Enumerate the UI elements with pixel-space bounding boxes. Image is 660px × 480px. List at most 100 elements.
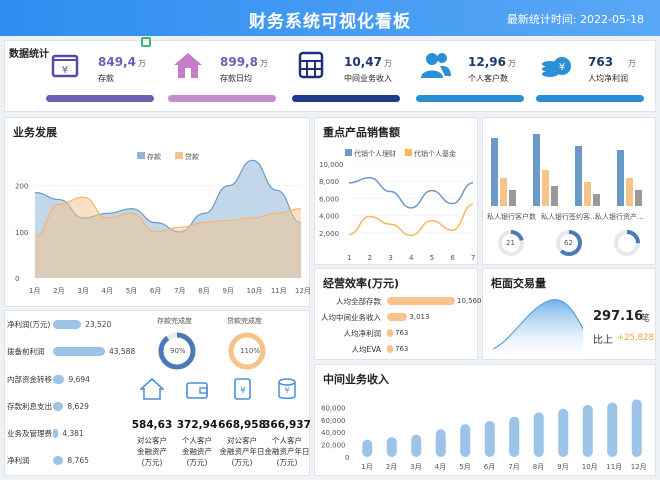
donut-arc (498, 230, 524, 256)
figure-label: 金融资产年日 (264, 447, 310, 456)
figure-label: 金融资产 (182, 447, 212, 456)
coins-outline-icon-svg: ¥ (278, 378, 296, 399)
income-bar (460, 424, 471, 457)
expand-icon[interactable] (141, 37, 151, 47)
stat-bar (168, 95, 276, 102)
figure-label: 个人客户 (182, 436, 212, 445)
efficiency-title: 经营效率(万元) (323, 277, 400, 290)
legend-swatch (175, 152, 183, 159)
y-tick: 0 (345, 454, 349, 462)
income-bar (411, 434, 422, 457)
figure-label: 金融资产年日 (219, 447, 265, 456)
donut-value: 62 (564, 239, 573, 247)
y-tick: 6,000 (319, 195, 339, 203)
figure-label: 个人客户 (272, 436, 302, 445)
y-tick: 40,000 (321, 429, 346, 437)
x-tick: 1月 (361, 463, 372, 471)
counter-panel: 柜面交易量 297.16 笔 比上 +25,828 (482, 268, 656, 360)
coins-icon: ¥ (540, 50, 574, 82)
products-chart: 代销个人理财 代销个人基金 2,000 4,000 6,000 8,000 10,000 1 2… (319, 149, 475, 262)
wallet-outline-icon-svg (186, 382, 208, 399)
private-bank-chart: 私人银行客户数 私人银行签约客...私人银行资产... 21 62 (487, 134, 644, 256)
bar (584, 182, 591, 206)
stat-bar (46, 95, 154, 102)
legend-label: 代销个人理财 (354, 149, 396, 158)
stat-bar (292, 95, 400, 102)
completion-donuts: 存款完成度 90% 贷款完成度 110% (157, 316, 266, 370)
x-tick: 4月 (435, 463, 446, 471)
y-tick: 20,000 (321, 442, 346, 450)
x-tick: 7月 (174, 287, 185, 295)
calculator-icon-svg (298, 51, 324, 79)
stat-label: 个人客户数 (468, 74, 508, 83)
income-bar (435, 429, 446, 457)
y-tick: 4,000 (319, 213, 339, 221)
hbar (53, 375, 65, 384)
svg-text:¥: ¥ (240, 386, 246, 396)
calculator-icon (296, 50, 330, 82)
bar (491, 138, 498, 206)
x-tick: 10月 (582, 463, 598, 471)
stat-value: 899,8 (220, 55, 258, 69)
figure-label: (万元) (186, 458, 208, 467)
wallet-outline-icon (185, 377, 209, 401)
y-tick: 10,000 (319, 161, 344, 169)
svg-text:¥: ¥ (284, 386, 289, 395)
bar (509, 190, 516, 206)
legend-swatch (345, 149, 352, 156)
series-line (348, 203, 474, 237)
donut-arc (158, 332, 196, 370)
stat-unit: 万 (260, 59, 268, 68)
efficiency-value: 10,560 (457, 297, 482, 305)
figure-label: 对公客户 (137, 436, 167, 445)
ledger-icon: ¥ (230, 377, 254, 401)
bar (626, 178, 633, 206)
donut-value: 90% (170, 347, 186, 355)
y-tick: 8,000 (319, 178, 339, 186)
x-tick: 4 (409, 254, 414, 262)
x-tick: 5月 (126, 287, 137, 295)
x-tick: 2月 (53, 287, 64, 295)
private-bank-label: 私人银行签约客... (541, 212, 597, 221)
income-bar (509, 416, 520, 457)
hbar-label: 存款利息支出 (7, 402, 52, 411)
bar (575, 146, 582, 206)
x-tick: 6 (450, 254, 455, 262)
private-bank-panel: 私人银行客户数 私人银行签约客... 私人银行资产... 21 62 (482, 117, 656, 265)
series-line (348, 177, 474, 209)
x-tick: 7 (471, 254, 475, 262)
dashboard-title: 财务系统可视化看板 (249, 12, 411, 32)
income-bar (362, 439, 373, 457)
hbar-value: 9,694 (68, 375, 90, 384)
x-tick: 7月 (508, 463, 519, 471)
stat-unit: 万 (138, 59, 146, 68)
private-bank-label: 私人银行资产... (595, 212, 644, 221)
stat-label: 存款 (98, 74, 114, 83)
efficiency-panel: 经营效率(万元) 人均全部存款 10,560 人均中间业务收入 3,013 人均净利润 7… (314, 268, 482, 360)
legend-swatch (137, 152, 145, 159)
x-tick: 11月 (271, 287, 287, 295)
efficiency-label: 人均EVA (351, 345, 381, 354)
products-title: 重点产品销售额 (323, 126, 400, 139)
area-loan (35, 197, 301, 278)
donut-value: 21 (506, 239, 515, 247)
stat-value: 10,47 (344, 55, 382, 69)
hbar-value: 43,588 (109, 347, 136, 356)
x-tick: 6月 (484, 463, 495, 471)
x-tick: 10月 (247, 287, 263, 295)
income-bar (607, 402, 618, 457)
svg-text:¥: ¥ (62, 65, 68, 76)
figure-label: (万元) (276, 458, 298, 467)
x-tick: 1 (347, 254, 351, 262)
users-icon (420, 50, 454, 82)
business-chart: 存款 贷款 0 100 200 1月 2月 3月 4月 5月 6月 7月 8月 9月 10月 11月 12月 (15, 152, 311, 295)
hbar-value: 23,520 (85, 320, 112, 329)
stat-unit: 万 (628, 59, 636, 68)
hbar-value: 4,381 (62, 429, 84, 438)
bar (593, 194, 600, 206)
efficiency-bar (387, 345, 393, 353)
x-tick: 3 (388, 254, 392, 262)
stat-value: 12,96 (468, 55, 506, 69)
hbar-value: 8,765 (67, 456, 89, 465)
figure-value: 366,937 (263, 419, 311, 431)
